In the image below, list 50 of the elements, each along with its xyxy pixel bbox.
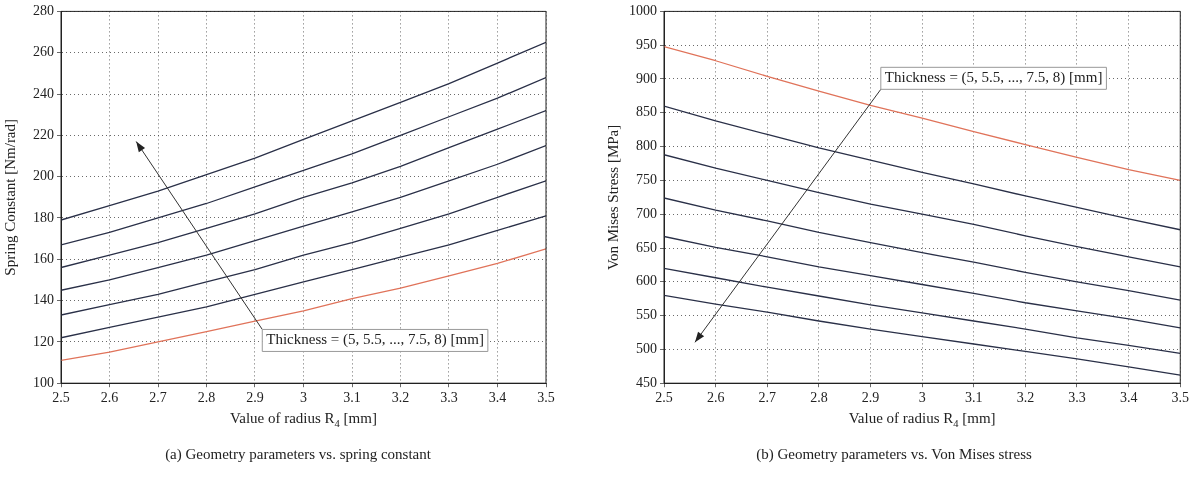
y-tick-label: 160 bbox=[33, 250, 54, 266]
x-tick-label: 2.9 bbox=[246, 390, 264, 406]
y-tick-label: 550 bbox=[636, 307, 657, 323]
x-tick-label: 3.2 bbox=[1016, 390, 1035, 406]
y-tick-label: 450 bbox=[636, 374, 657, 390]
x-tick-label: 3.5 bbox=[537, 390, 555, 406]
x-tick-label: 2.6 bbox=[706, 390, 725, 406]
y-tick-label: 100 bbox=[33, 374, 54, 390]
annotation: Thickness = (5, 5.5, ..., 7.5, 8) [mm] bbox=[884, 69, 1103, 87]
text: (b) Geometry parameters vs. Von Mises stress bbox=[755, 446, 1033, 463]
x-tick-label: 2.6 bbox=[100, 390, 119, 406]
y-tick-label: 800 bbox=[636, 138, 657, 154]
y-axis-title: Spring Constant [Nm/rad] bbox=[1, 118, 18, 276]
annotation: Thickness = (5, 5.5, ..., 7.5, 8) [mm] bbox=[266, 331, 484, 349]
y-tick-label: 140 bbox=[33, 292, 54, 308]
x-tick-label: 2.9 bbox=[861, 390, 880, 406]
y-tick-label: 700 bbox=[636, 205, 657, 221]
x-tick-label: 2.8 bbox=[197, 390, 216, 406]
y-tick-label: 850 bbox=[636, 104, 657, 120]
x-tick-label: 2.7 bbox=[149, 390, 167, 406]
y-tick-label: 650 bbox=[636, 239, 657, 255]
y-tick-label: 200 bbox=[33, 168, 54, 184]
x-tick-label: 2.7 bbox=[758, 390, 776, 406]
y-axis-title: Von Mises Stress [MPa] bbox=[604, 124, 621, 270]
x-tick-label: 3 bbox=[300, 390, 307, 406]
x-tick-label: 3.3 bbox=[440, 390, 458, 406]
x-tick-label: 2.8 bbox=[810, 390, 828, 406]
y-tick-label: 500 bbox=[636, 341, 657, 357]
y-tick-label: 1000 bbox=[629, 3, 657, 19]
x-tick-label: 3.4 bbox=[488, 390, 507, 406]
y-tick-label: 600 bbox=[636, 273, 657, 289]
x-tick-label: 3.1 bbox=[343, 390, 361, 406]
y-tick-label: 750 bbox=[636, 172, 657, 188]
y-tick-label: 260 bbox=[33, 44, 54, 60]
x-tick-label: 3.1 bbox=[965, 390, 983, 406]
y-tick-label: 240 bbox=[33, 85, 54, 101]
x-tick-label: 3.5 bbox=[1171, 390, 1189, 406]
y-tick-label: 280 bbox=[33, 3, 54, 19]
x-tick-label: 3.4 bbox=[1119, 390, 1138, 406]
y-tick-label: 220 bbox=[33, 127, 54, 143]
x-tick-label: 3.3 bbox=[1068, 390, 1086, 406]
y-tick-label: 180 bbox=[33, 209, 54, 225]
x-tick-label: 3.2 bbox=[391, 390, 410, 406]
x-tick-label: 2.5 bbox=[52, 390, 70, 406]
text: (a) Geometry parameters vs. spring constant bbox=[164, 446, 432, 463]
x-tick-label: 2.5 bbox=[655, 390, 673, 406]
y-tick-label: 120 bbox=[33, 333, 54, 349]
y-tick-label: 950 bbox=[636, 36, 657, 52]
x-tick-label: 3 bbox=[918, 390, 926, 406]
y-tick-label: 900 bbox=[636, 70, 657, 86]
